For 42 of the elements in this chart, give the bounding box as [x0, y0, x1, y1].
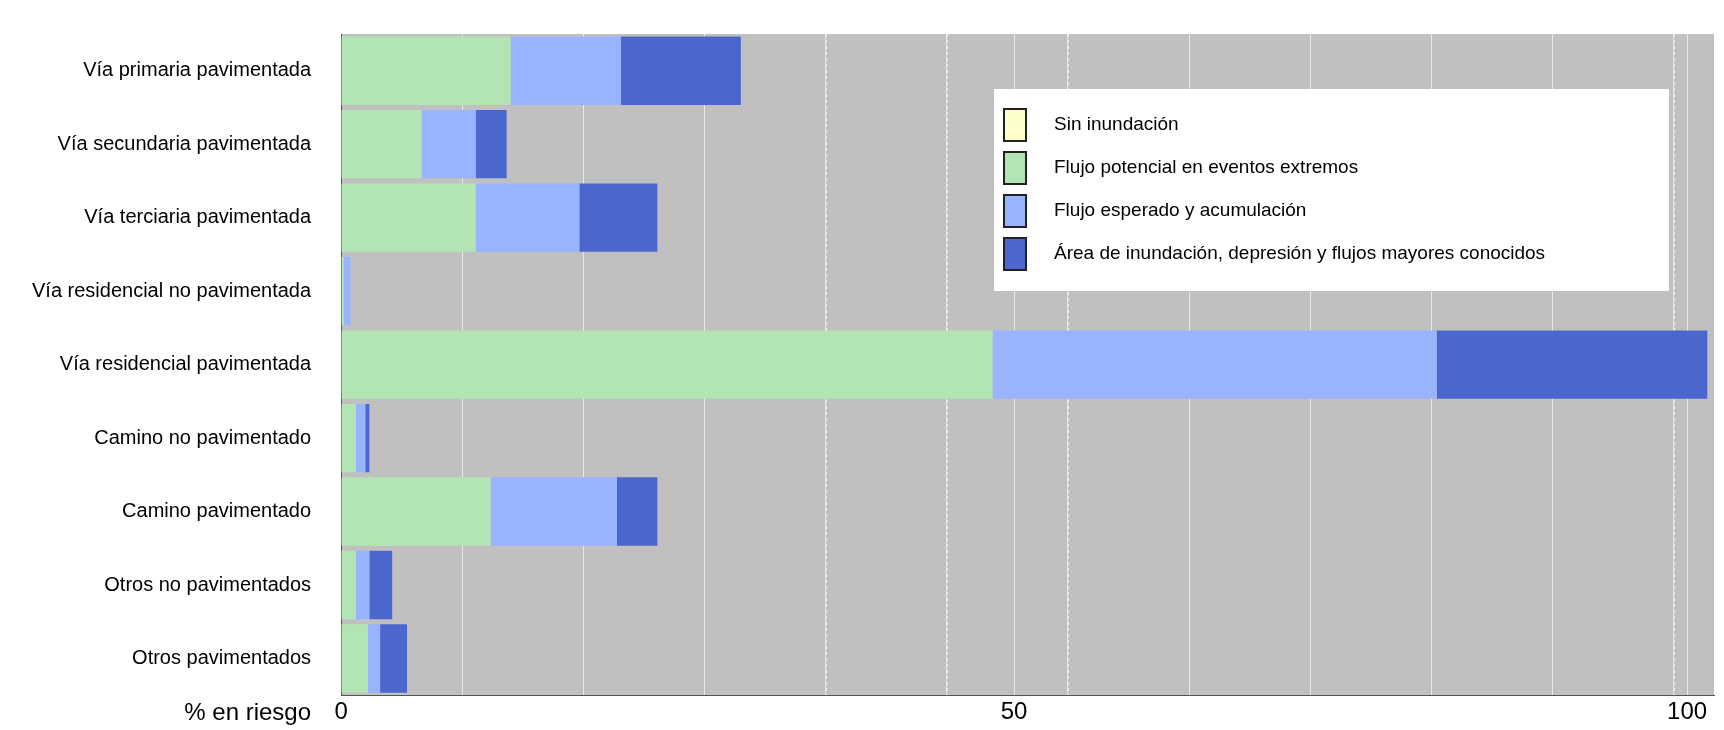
y-tick-label: Vía residencial no pavimentada [32, 278, 312, 301]
bar [475, 110, 507, 179]
x-tick-label: 50 [1000, 697, 1028, 725]
bar [341, 550, 356, 620]
bar [510, 36, 622, 105]
y-tick-label: Otros no pavimentados [104, 572, 312, 595]
bar [380, 624, 408, 693]
x-axis-title: % en riesgo [184, 697, 312, 725]
bar [341, 403, 356, 473]
legend-label: Flujo potencial en eventos extremos [1054, 156, 1359, 178]
bar [341, 330, 993, 399]
x-tick-label: 100 [1667, 697, 1708, 725]
bar [621, 36, 741, 105]
y-tick-label: Vía secundaria pavimentada [57, 131, 312, 154]
legend-label: Flujo esperado y acumulación [1054, 199, 1307, 221]
x-tick-label: 0 [334, 697, 348, 725]
bar [365, 403, 370, 473]
bar [341, 36, 511, 105]
bar [617, 477, 658, 546]
bar [367, 624, 381, 693]
bar [355, 403, 366, 473]
y-tick-label: Vía residencial pavimentada [59, 352, 312, 375]
bar [341, 477, 491, 546]
y-tick-label: Otros pavimentados [132, 645, 312, 668]
bar [1436, 330, 1708, 399]
bar [475, 183, 580, 252]
y-tick-label: Camino no pavimentado [94, 425, 312, 448]
bar [355, 550, 370, 620]
legend-label: Sin inundación [1054, 113, 1179, 135]
bar [341, 256, 344, 326]
bar [341, 110, 422, 179]
bar [369, 550, 393, 620]
bar [341, 183, 476, 252]
bar [341, 624, 368, 693]
bar [579, 183, 658, 252]
bar [421, 110, 476, 179]
y-tick-label: Vía primaria pavimentada [83, 58, 312, 81]
y-tick-label: Vía terciaria pavimentada [84, 205, 312, 228]
bar [992, 330, 1437, 399]
bar [490, 477, 617, 546]
y-tick-label: Camino pavimentado [122, 499, 312, 522]
legend-label: Área de inundación, depresión y flujos mayores conocidos [1054, 242, 1546, 264]
